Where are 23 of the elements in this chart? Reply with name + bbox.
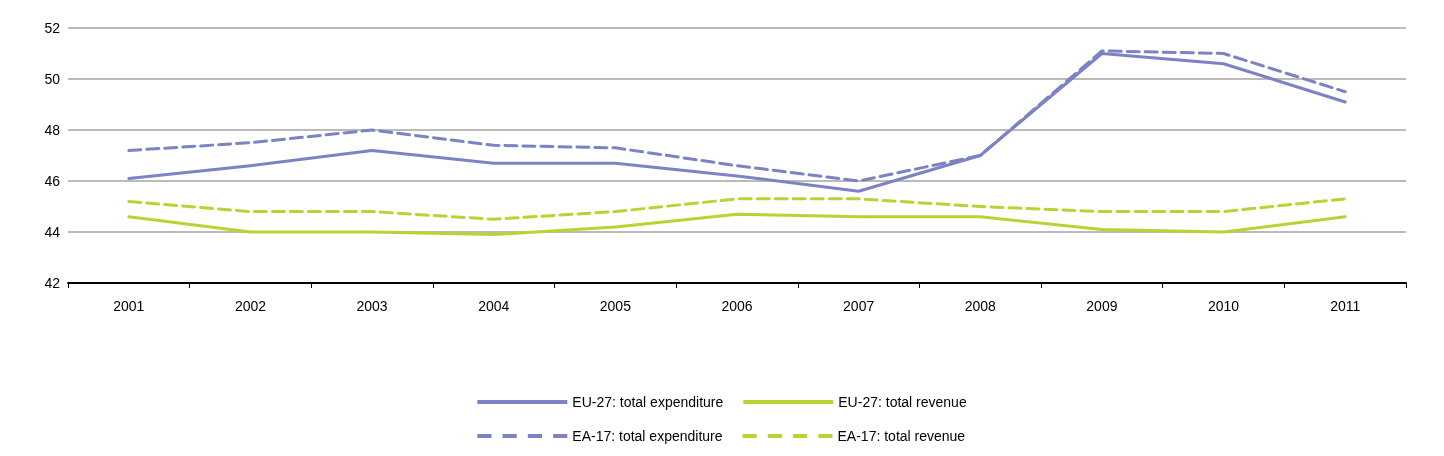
x-tick-label: 2005 <box>599 298 632 314</box>
x-tick-label: 2006 <box>721 298 753 314</box>
x-tick-label: 2010 <box>1207 298 1240 314</box>
x-tick-label: 2009 <box>1086 298 1118 314</box>
y-tick-label: 50 <box>44 71 61 87</box>
x-tick-label: 2008 <box>964 298 997 314</box>
legend-label: EU-27: total expenditure <box>572 394 724 410</box>
x-tick-label: 2003 <box>356 298 388 314</box>
y-tick-label: 44 <box>44 224 61 240</box>
line-series <box>127 212 1347 237</box>
y-tick-label: 46 <box>44 173 61 189</box>
x-tick-label: 2011 <box>1330 298 1361 314</box>
y-tick-label: 42 <box>44 275 61 291</box>
line-series <box>127 197 1347 221</box>
y-tick-label: 48 <box>44 122 61 138</box>
x-tick-label: 2004 <box>478 298 510 314</box>
legend-label: EA-17: total revenue <box>837 428 966 444</box>
x-tick-label: 2007 <box>843 298 875 314</box>
y-tick-label: 52 <box>44 20 61 36</box>
legend-label: EU-27: total revenue <box>838 394 967 410</box>
x-tick-label: 2001 <box>113 298 145 314</box>
x-tick-label: 2002 <box>234 298 267 314</box>
legend-label: EA-17: total expenditure <box>572 428 723 444</box>
